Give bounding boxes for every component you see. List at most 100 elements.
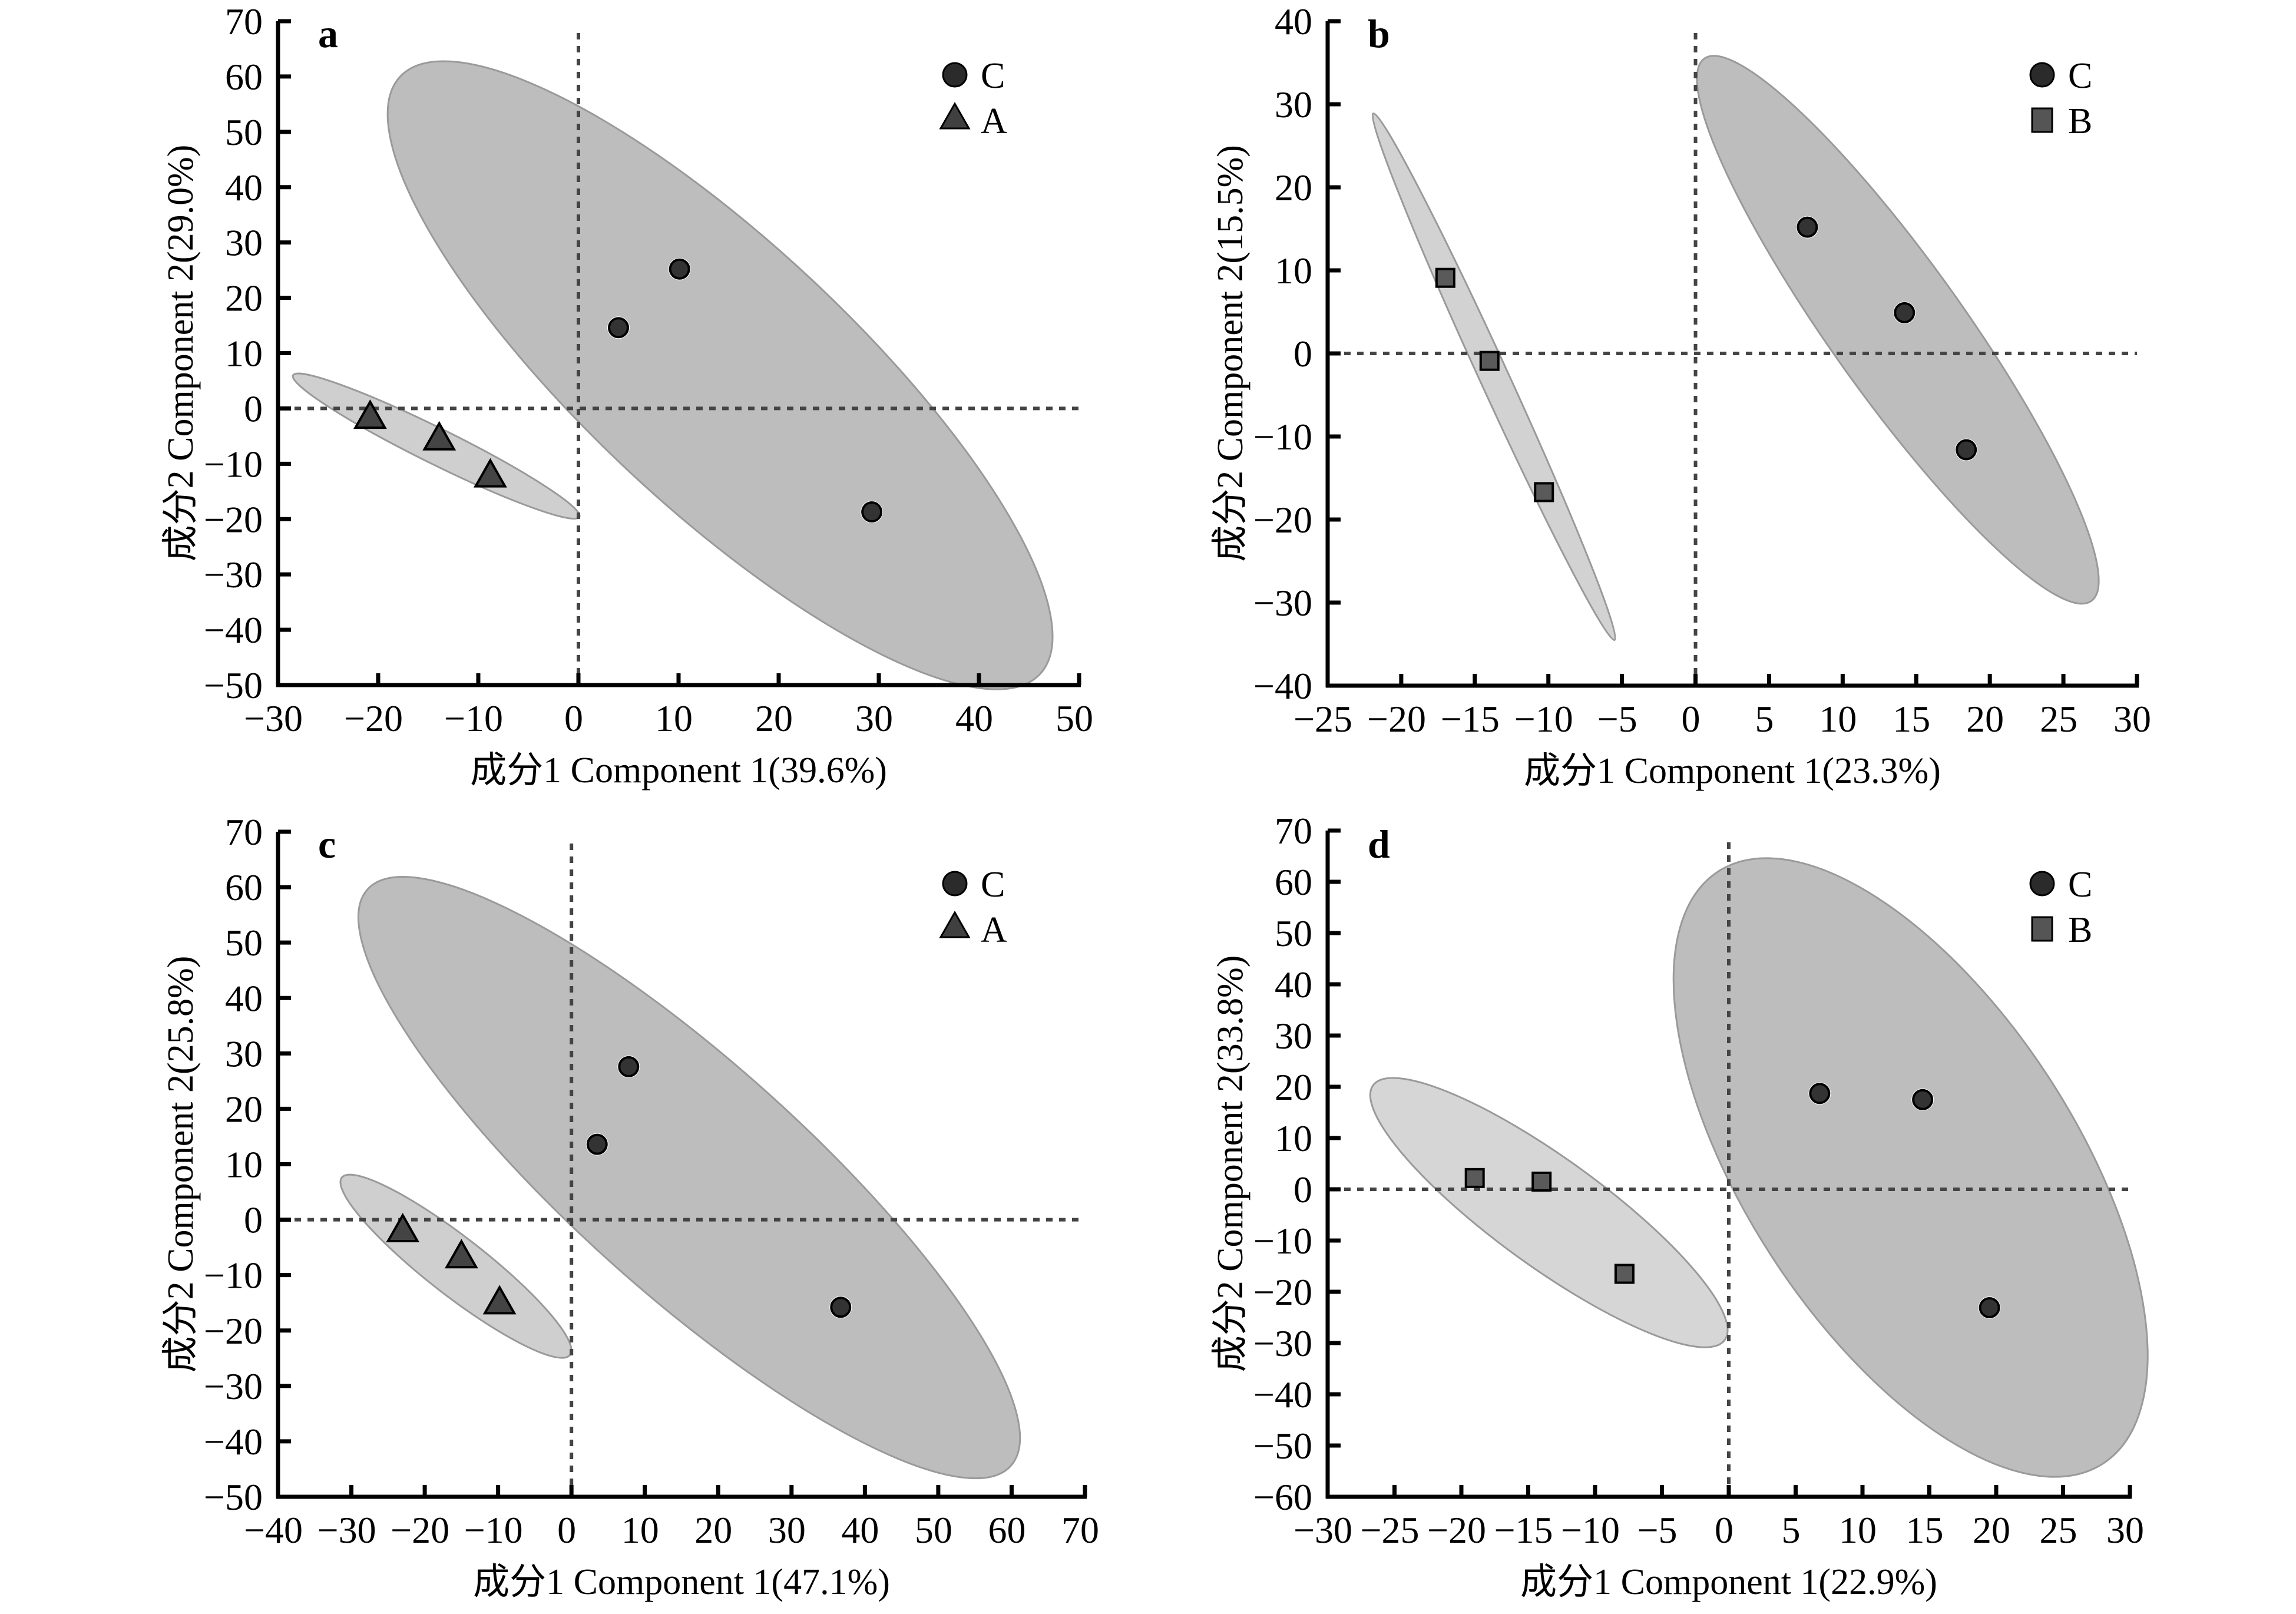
ellipse-B	[1371, 112, 1616, 641]
y-tick-label: −50	[1253, 1425, 1312, 1467]
x-tick-label: 20	[755, 697, 793, 739]
data-point-C	[830, 1297, 852, 1318]
x-tick-label: 0	[557, 1509, 576, 1551]
x-tick-label: −20	[1367, 698, 1426, 740]
y-tick-label: 10	[225, 1144, 263, 1186]
y-axis-title: 成分2 Component 2(25.8%)	[161, 956, 201, 1373]
x-axis-title: 成分1 Component 1(22.9%)	[1520, 1562, 1937, 1602]
x-tick-label: 10	[1839, 1509, 1877, 1551]
y-tick-label: −40	[1253, 1374, 1312, 1415]
data-point-B	[1534, 482, 1554, 502]
x-tick-label: −30	[317, 1509, 376, 1551]
y-tick-label: 30	[225, 222, 263, 264]
confidence-ellipses	[339, 876, 1021, 1480]
y-tick-label: −30	[204, 1365, 263, 1407]
x-tick-label: −10	[444, 697, 503, 739]
data-point-B	[1464, 1167, 1485, 1188]
x-tick-label: 50	[915, 1509, 952, 1551]
x-tick-label: 30	[855, 697, 893, 739]
y-tick-label: 50	[225, 111, 263, 153]
x-tick-label: −20	[344, 697, 403, 739]
x-axis-title: 成分1 Component 1(23.3%)	[1524, 751, 1941, 791]
y-tick-label: 30	[1275, 1015, 1312, 1057]
x-tick-label: 15	[1906, 1509, 1944, 1551]
x-tick-label: −20	[391, 1509, 449, 1551]
y-tick-label: 50	[225, 922, 263, 964]
legend-marker-triangle	[939, 101, 971, 130]
x-tick-label: 0	[1682, 698, 1701, 740]
x-tick-label: −5	[1597, 698, 1637, 740]
x-tick-label: 25	[2040, 698, 2077, 740]
y-tick-label: 0	[1293, 1169, 1312, 1210]
y-tick-label: 10	[1275, 250, 1312, 292]
x-tick-label: 10	[621, 1509, 659, 1551]
series-C	[1796, 216, 1978, 461]
x-tick-label: 0	[1715, 1509, 1733, 1551]
x-tick-label: −15	[1494, 1509, 1553, 1551]
y-tick-label: 40	[1275, 1, 1312, 42]
legend-marker-circle	[942, 62, 968, 88]
panel-letter: b	[1368, 11, 1390, 56]
ellipse-C	[1672, 857, 2149, 1478]
y-tick-label: 0	[1293, 333, 1312, 375]
y-tick-label: 50	[1275, 912, 1312, 954]
data-point-B	[1531, 1171, 1552, 1192]
legend: CB	[2029, 865, 2092, 950]
y-tick-label: −10	[204, 1255, 263, 1297]
data-point-A	[422, 421, 456, 451]
x-tick-label: −5	[1637, 1509, 1677, 1551]
x-tick-label: 70	[1061, 1509, 1099, 1551]
series-C	[607, 257, 884, 524]
series-B	[1464, 1167, 1635, 1284]
legend-label: A	[981, 101, 1007, 141]
y-tick-label: 40	[225, 977, 263, 1019]
x-tick-label: −40	[244, 1509, 303, 1551]
series-B	[1435, 267, 1554, 502]
y-tick-label: 30	[225, 1033, 263, 1074]
series-A	[386, 1213, 517, 1315]
y-axis-title: 成分2 Component 2(15.5%)	[1210, 145, 1250, 562]
x-axis-title: 成分1 Component 1(39.6%)	[470, 750, 887, 791]
y-tick-label: −40	[204, 609, 263, 651]
x-tick-label: 30	[2106, 1509, 2144, 1551]
data-point-C	[669, 258, 690, 280]
legend-label: B	[2068, 101, 2092, 141]
series-C	[1808, 1082, 2001, 1319]
y-tick-label: 20	[225, 277, 263, 319]
y-tick-label: −50	[204, 664, 263, 706]
y-tick-label: −60	[1253, 1476, 1312, 1518]
data-point-C	[1979, 1297, 2000, 1318]
ellipse-B	[1369, 1077, 1729, 1348]
legend-label: C	[2068, 865, 2092, 905]
data-point-B	[1435, 267, 1455, 288]
x-tick-label: 20	[1966, 698, 2004, 740]
legend-marker-circle	[2029, 871, 2055, 897]
data-point-C	[1912, 1089, 1934, 1110]
x-tick-label: 30	[2113, 698, 2151, 740]
legend: CA	[939, 865, 1007, 950]
y-tick-label: −20	[1253, 499, 1312, 541]
panel-letter: a	[318, 11, 338, 56]
legend-label: C	[981, 56, 1005, 96]
y-tick-label: −10	[1253, 416, 1312, 458]
y-tick-label: 40	[225, 167, 263, 209]
x-tick-label: −25	[1360, 1509, 1419, 1551]
panel-b: −40 −30 −20 −10 0 10 20 30 40 −25 −20 −15 −10 −5 0 5 10 1…	[1210, 1, 2151, 791]
legend-marker-square	[2031, 916, 2053, 942]
x-tick-label: −20	[1427, 1509, 1486, 1551]
y-tick-label: 0	[244, 1199, 263, 1241]
legend-marker-circle	[2029, 62, 2055, 88]
x-tick-label: 60	[988, 1509, 1025, 1551]
y-tick-label: −10	[204, 443, 263, 485]
x-tick-label: −10	[464, 1509, 523, 1551]
x-tick-label: −10	[1514, 698, 1573, 740]
y-tick-label: 70	[225, 1, 263, 42]
data-point-C	[586, 1133, 608, 1155]
y-tick-label: 40	[1275, 964, 1312, 1006]
y-tick-label: 60	[1275, 861, 1312, 903]
data-point-C	[1894, 302, 1915, 323]
x-tick-label: −30	[1293, 1509, 1352, 1551]
panel-letter: c	[318, 822, 336, 866]
data-point-C	[608, 317, 629, 339]
